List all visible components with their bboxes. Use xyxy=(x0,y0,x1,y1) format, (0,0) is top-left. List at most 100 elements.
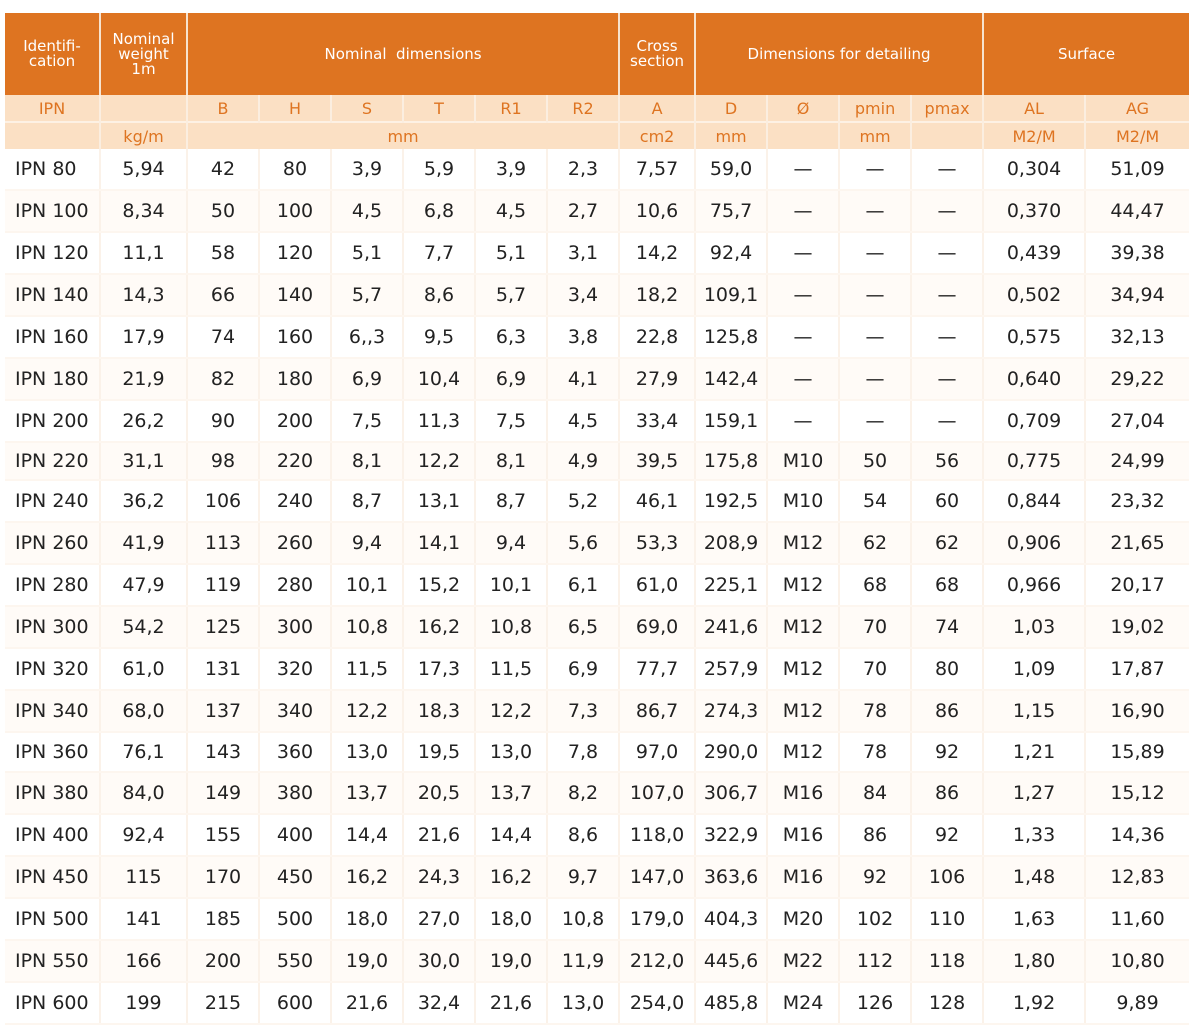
symbol-cell: AG xyxy=(1085,95,1190,122)
table-cell: 450 xyxy=(259,856,332,899)
table-cell: 11,9 xyxy=(547,940,621,983)
table-cell: 1,63 xyxy=(983,898,1087,941)
table-cell: 0,370 xyxy=(983,190,1087,233)
row-identification: IPN 100 xyxy=(5,190,101,233)
table-cell: 47,9 xyxy=(100,564,188,607)
table-cell: 22,8 xyxy=(619,316,697,359)
table-cell: 12,2 xyxy=(403,442,476,481)
table-cell: 10,1 xyxy=(475,564,548,607)
table-row: IPN 450 115 170 450 16,2 24,3 16,2 9,7 147,0 363,… xyxy=(5,856,1190,899)
table-cell: 0,439 xyxy=(983,232,1087,275)
table-cell: — xyxy=(767,274,841,317)
table-cell: 53,3 xyxy=(619,522,697,565)
table-cell: 7,5 xyxy=(475,400,548,443)
table-cell: 21,6 xyxy=(331,982,404,1025)
table-cell: 74 xyxy=(187,316,260,359)
table-row: IPN 340 68,0 137 340 12,2 18,3 12,2 7,3 86,7 274,… xyxy=(5,690,1190,733)
table-cell: 78 xyxy=(839,732,913,773)
table-cell: 7,8 xyxy=(547,732,621,773)
table-row: IPN 320 61,0 131 320 11,5 17,3 11,5 6,9 77,7 257,… xyxy=(5,648,1190,691)
row-identification: IPN 240 xyxy=(5,480,101,523)
table-cell: 141 xyxy=(100,898,188,941)
table-cell: 11,3 xyxy=(403,400,476,443)
table-cell: 1,48 xyxy=(983,856,1087,899)
table-cell: 126 xyxy=(839,982,913,1025)
table-cell: 24,99 xyxy=(1085,442,1190,481)
table-cell: 84,0 xyxy=(100,772,188,815)
table-cell: 13,7 xyxy=(475,772,548,815)
table-cell: — xyxy=(911,232,985,275)
symbol-cell: AL xyxy=(983,95,1087,122)
table-cell: 1,33 xyxy=(983,814,1087,857)
unit-cell-al: M2/M xyxy=(983,121,1087,149)
table-cell: M12 xyxy=(767,648,841,691)
table-cell: 27,0 xyxy=(403,898,476,941)
table-cell: 14,36 xyxy=(1085,814,1190,857)
table-cell: — xyxy=(911,274,985,317)
table-cell: 106 xyxy=(187,480,260,523)
table-row: IPN 280 47,9 119 280 10,1 15,2 10,1 6,1 61,0 225,… xyxy=(5,564,1190,607)
table-cell: M16 xyxy=(767,772,841,815)
table-cell: 6,8 xyxy=(403,190,476,233)
table-cell: 26,2 xyxy=(100,400,188,443)
table-cell: 225,1 xyxy=(695,564,769,607)
symbol-cell: R2 xyxy=(547,95,621,122)
table-cell: 24,3 xyxy=(403,856,476,899)
table-cell: — xyxy=(839,232,913,275)
table-cell: 14,4 xyxy=(475,814,548,857)
table-cell: 86 xyxy=(911,772,985,815)
table-cell: 100 xyxy=(259,190,332,233)
table-cell: 90 xyxy=(187,400,260,443)
table-cell: 11,1 xyxy=(100,232,188,275)
table-cell: 8,6 xyxy=(547,814,621,857)
table-cell: 15,2 xyxy=(403,564,476,607)
symbol-cell: IPN xyxy=(5,95,101,122)
table-cell: 46,1 xyxy=(619,480,697,523)
table-cell: 92 xyxy=(911,814,985,857)
table-cell: 306,7 xyxy=(695,772,769,815)
table-cell: 340 xyxy=(259,690,332,733)
table-cell: 125,8 xyxy=(695,316,769,359)
table-cell: 4,1 xyxy=(547,358,621,401)
table-cell: 128 xyxy=(911,982,985,1025)
table-cell: 11,5 xyxy=(331,648,404,691)
table-cell: — xyxy=(911,358,985,401)
symbol-cell: pmax xyxy=(911,95,985,122)
table-cell: 5,2 xyxy=(547,480,621,523)
table-cell: 16,2 xyxy=(403,606,476,649)
symbol-cell: S xyxy=(331,95,404,122)
table-cell: 3,4 xyxy=(547,274,621,317)
table-cell: 8,7 xyxy=(331,480,404,523)
table-cell: 166 xyxy=(100,940,188,983)
table-cell: 143 xyxy=(187,732,260,773)
table-cell: 140 xyxy=(259,274,332,317)
table-cell: M20 xyxy=(767,898,841,941)
row-identification: IPN 280 xyxy=(5,564,101,607)
symbol-cell: Ø xyxy=(767,95,841,122)
table-cell: — xyxy=(767,316,841,359)
table-row: IPN 400 92,4 155 400 14,4 21,6 14,4 8,6 118,0 322… xyxy=(5,814,1190,857)
table-cell: 600 xyxy=(259,982,332,1025)
table-cell: 142,4 xyxy=(695,358,769,401)
table-cell: 120 xyxy=(259,232,332,275)
table-cell: 69,0 xyxy=(619,606,697,649)
table-cell: 220 xyxy=(259,442,332,481)
table-cell: — xyxy=(911,400,985,443)
table-cell: 5,1 xyxy=(475,232,548,275)
table-row: IPN 300 54,2 125 300 10,8 16,2 10,8 6,5 69,0 241,… xyxy=(5,606,1190,649)
table-cell: 2,3 xyxy=(547,149,621,191)
table-cell: 4,5 xyxy=(331,190,404,233)
symbol-cell xyxy=(100,95,188,122)
symbol-cell: T xyxy=(403,95,476,122)
table-cell: 212,0 xyxy=(619,940,697,983)
table-cell: 7,7 xyxy=(403,232,476,275)
table-cell: 80 xyxy=(259,149,332,191)
row-identification: IPN 300 xyxy=(5,606,101,649)
symbol-row: IPN B H S T R1 R2 A D Ø pmin pmax AL AG xyxy=(5,95,1190,122)
table-cell: 3,8 xyxy=(547,316,621,359)
header-nominal-weight: Nominal weight 1m xyxy=(100,13,188,95)
table-cell: 8,2 xyxy=(547,772,621,815)
row-identification: IPN 200 xyxy=(5,400,101,443)
table-cell: 70 xyxy=(839,648,913,691)
table-cell: 12,2 xyxy=(331,690,404,733)
